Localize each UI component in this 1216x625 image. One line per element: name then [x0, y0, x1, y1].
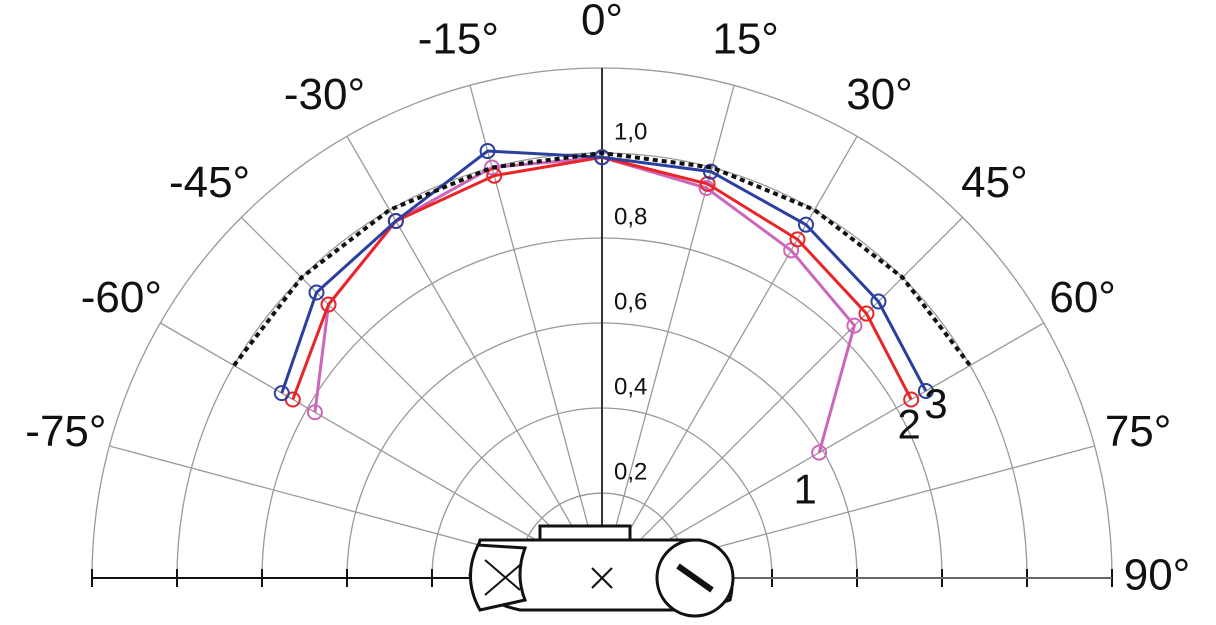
data-point	[320, 296, 337, 313]
series-label: 3	[924, 380, 947, 427]
r-tick-label: 1,0	[614, 118, 647, 145]
grid-radial	[601, 322, 1044, 579]
grid-radial	[601, 85, 735, 579]
series-label: 2	[897, 401, 920, 448]
device-end	[468, 543, 528, 612]
theta-tick-label: 45°	[961, 158, 1028, 207]
reference-line	[232, 150, 972, 367]
theta-tick-label: 15°	[712, 15, 779, 64]
data-point	[846, 317, 863, 334]
data-point	[917, 383, 934, 399]
grid-radial	[601, 216, 964, 579]
data-point	[594, 149, 610, 166]
device-top	[538, 524, 632, 542]
grid-radial	[601, 136, 858, 579]
grid-radial	[240, 216, 603, 579]
data-point	[484, 159, 501, 176]
data-point	[479, 143, 496, 160]
series-line	[280, 149, 928, 394]
center-mark	[591, 567, 613, 589]
marks: 1 2 3	[232, 143, 972, 513]
theta-tick-label: 60°	[1049, 273, 1116, 322]
data-point	[306, 404, 323, 421]
data-point	[858, 305, 875, 322]
grid: 0,20,40,60,81,0-75°-60°-45°-30°-15°0°15°…	[25, 0, 1190, 600]
theta-tick-label: -45°	[169, 158, 250, 207]
device-illustration	[468, 524, 735, 618]
data-point	[811, 444, 828, 461]
data-point	[387, 212, 404, 229]
theta-tick-label: 75°	[1105, 407, 1172, 456]
r-tick-label: 0,8	[614, 203, 647, 230]
device-slot	[676, 563, 714, 593]
grid-radial	[346, 136, 603, 579]
theta-tick-label: 90°	[1124, 551, 1191, 600]
r-tick-label: 0,6	[614, 288, 647, 315]
data-point	[273, 385, 290, 402]
data-point	[308, 284, 325, 301]
series-label: 1	[793, 466, 816, 513]
data-point	[798, 216, 814, 233]
theta-tick-label: 30°	[846, 70, 913, 119]
theta-tick-label: -15°	[418, 15, 499, 64]
data-point	[870, 293, 887, 310]
data-point	[789, 231, 806, 248]
theta-tick-label: -75°	[25, 407, 106, 456]
data-point	[903, 391, 920, 408]
theta-tick-label: -30°	[284, 70, 365, 119]
theta-tick-label: 0°	[581, 0, 623, 45]
device-detail	[484, 559, 521, 596]
theta-tick-label: -60°	[81, 273, 162, 322]
r-tick-label: 0,4	[614, 373, 647, 400]
